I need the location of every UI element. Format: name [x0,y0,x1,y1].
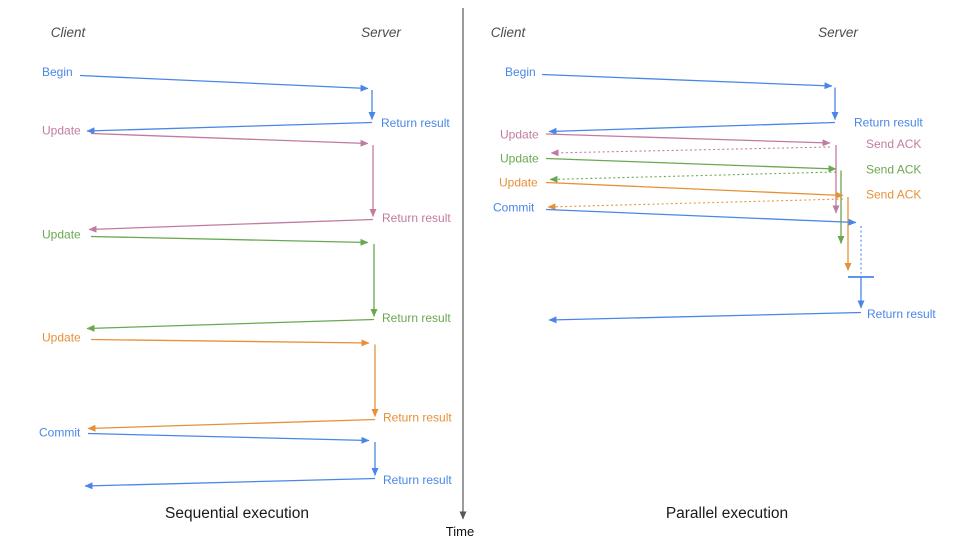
seq-update3-return-line [87,418,376,432]
seq-update2-label: Update [42,228,81,242]
seq-commit-response-label: Return result [383,473,452,487]
par-update3-request-line [545,181,844,199]
time-axis-label: Time [446,524,474,539]
parallel-panel: Client Server Begin Return result Update… [491,25,937,522]
seq-update1-label: Update [42,124,81,138]
par-begin-response-label: Return result [854,116,923,130]
seq-commit-request-line [87,432,370,444]
par-commit-request-line [545,208,857,226]
par-update2-response-label: Send ACK [866,163,921,177]
seq-update2-return-line [86,318,375,332]
seq-client-header: Client [51,25,87,40]
seq-begin-response-label: Return result [381,116,450,130]
par-server-header: Server [818,25,858,40]
seq-update3-response-label: Return result [383,411,452,425]
par-commit-return-line [548,311,862,324]
seq-begin-label: Begin [42,65,73,79]
seq-caption: Sequential execution [165,505,309,522]
par-update1-request-line [545,133,831,147]
seq-update3-label: Update [42,331,81,345]
par-update1-label: Update [500,128,539,142]
seq-update1-request-line [90,132,369,147]
par-update2-request-line [545,157,837,173]
seq-update2-response-label: Return result [382,311,451,325]
sequential-panel: Client Server Begin Return result Update… [39,25,452,522]
seq-server-header: Server [361,25,401,40]
par-update1-ack-line [550,146,831,157]
par-commit-response-label: Return result [867,307,936,321]
seq-begin-return-line [86,121,373,135]
par-update2-label: Update [500,152,539,166]
seq-update1-response-label: Return result [382,211,451,225]
seq-update3-request-line [90,338,370,347]
par-update1-response-label: Send ACK [866,137,921,151]
par-client-header: Client [491,25,527,40]
par-commit-label: Commit [493,201,535,215]
par-update3-ack-line [547,198,844,211]
seq-update1-return-line [88,218,374,233]
par-update3-label: Update [499,176,538,190]
seq-update2-request-line [90,235,369,246]
seq-begin-request-line [79,74,369,92]
seq-commit-return-line [84,477,376,490]
par-caption: Parallel execution [666,505,788,522]
par-begin-request-line [541,73,833,90]
seq-commit-label: Commit [39,426,81,440]
par-begin-return-line [548,121,836,135]
par-begin-label: Begin [505,65,536,79]
time-axis: Time [446,8,474,539]
par-update2-ack-line [549,171,837,183]
par-update3-response-label: Send ACK [866,188,921,202]
